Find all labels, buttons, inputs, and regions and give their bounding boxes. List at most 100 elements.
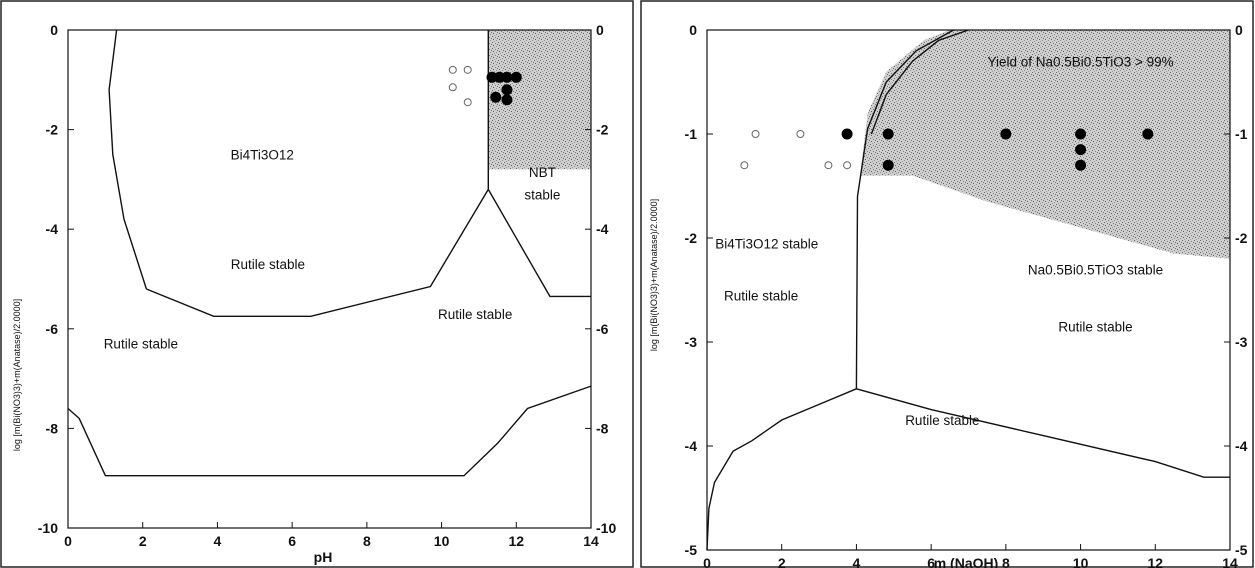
- chart-left-filled-point: [501, 94, 513, 106]
- chart-right-y-ticks-left: 0 -1 -2 -3 -4 -5: [685, 22, 713, 558]
- chart-right-y-tick-label-right: 0: [1235, 22, 1243, 38]
- chart-left-boundaries: [67, 29, 592, 477]
- chart-right-filled-point: [1142, 128, 1154, 140]
- chart-right-x-tick-label: 0: [703, 555, 711, 568]
- right-panel-frame: [640, 0, 1254, 568]
- chart-left-open-point: [463, 65, 472, 74]
- chart-right-region-label: Rutile stable: [905, 413, 979, 428]
- chart-right-filled-point: [1075, 128, 1087, 140]
- chart-left-points: [448, 65, 522, 107]
- chart-left-region-label: Bi4Ti3O12: [231, 147, 294, 162]
- chart-left-shaded-region: [488, 30, 591, 170]
- chart-right-y-tick-label-left: -3: [685, 334, 698, 350]
- chart-left-boundary-line: [67, 385, 592, 477]
- chart-right-x-tick-label: 4: [853, 555, 861, 568]
- chart-left-y-tick-label-left: -6: [46, 321, 59, 337]
- chart-right-y-tick-label-left: -5: [685, 542, 698, 558]
- chart-right-points: [740, 128, 1154, 171]
- chart-right-open-point: [824, 161, 833, 170]
- chart-left-y-axis-label: log [m(Bi(NO3)3)+m(Anatase)/2.0000]: [12, 299, 22, 451]
- chart-left-y-ticks-left: 0 -2 -4 -6 -8 -10: [38, 22, 74, 536]
- chart-right-filled-point: [1075, 159, 1087, 171]
- chart-left-open-point: [448, 65, 457, 74]
- chart-right-open-point: [843, 161, 852, 170]
- chart-left-y-tick-label-right: 0: [596, 22, 604, 38]
- chart-right-y-tick-label-right: -3: [1235, 334, 1248, 350]
- chart-right-open-point: [751, 130, 760, 138]
- chart-left-x-tick-label: 6: [288, 533, 296, 549]
- chart-right-open-point: [740, 161, 749, 170]
- chart-right-y-tick-label-left: -2: [685, 230, 698, 246]
- chart-left-open-point: [463, 98, 472, 107]
- chart-left-annotations: Bi4Ti3O12 NBT stable Rutile stable Rutile st…: [104, 147, 561, 351]
- chart-left-y-tick-label-left: 0: [50, 22, 58, 38]
- chart-left-x-tick-label: 10: [434, 533, 450, 549]
- chart-right-region-label: Na0.5Bi0.5TiO3 stable: [1028, 262, 1163, 277]
- chart-right-shaded-regions: [860, 30, 1230, 259]
- chart-right-x-tick-label: 6: [927, 555, 935, 568]
- chart-left-y-tick-label-right: -10: [596, 520, 616, 536]
- chart-left-filled-point: [510, 71, 522, 83]
- chart-right-y-tick-label-right: -2: [1235, 230, 1248, 246]
- chart-left-x-tick-label: 0: [64, 533, 72, 549]
- chart-right-y-tick-label-left: -1: [685, 126, 698, 142]
- chart-right-y-tick-label-left: 0: [689, 22, 697, 38]
- chart-left-region-label: NBT: [529, 165, 556, 180]
- chart-left-x-tick-label: 14: [583, 533, 599, 549]
- chart-right-annotations: Yield of Na0.5Bi0.5TiO3 > 99% Bi4Ti3O12 s…: [715, 54, 1173, 428]
- chart-right-region-label: Yield of Na0.5Bi0.5TiO3 > 99%: [987, 54, 1173, 69]
- chart-left-shaded-regions: [488, 30, 591, 170]
- chart-left-y-tick-label-right: -2: [596, 122, 609, 138]
- chart-left-plot-frame: [67, 29, 592, 529]
- chart-right-shaded-region: [860, 30, 1230, 259]
- chart-right-boundaries: [706, 29, 1230, 551]
- chart-left-boundary-line: [146, 189, 489, 317]
- chart-left-y-tick-label-left: -8: [46, 420, 59, 436]
- chart-right-boundary-line: [870, 29, 969, 135]
- chart-left-ph: 0 2 4 6 8 10 12 14 0 -2 -4 -6 -8 -10 0 -2 -4 -6 -8 -10 Bi…: [12, 22, 616, 565]
- chart-left-filled-point: [490, 91, 502, 103]
- chart-left-x-tick-label: 8: [363, 533, 371, 549]
- chart-left-region-label: Rutile stable: [104, 337, 178, 352]
- chart-right-y-tick-label-right: -4: [1235, 438, 1248, 454]
- chart-left-y-ticks-right: 0 -2 -4 -6 -8 -10: [585, 22, 616, 536]
- chart-right-x-tick-label: 10: [1073, 555, 1089, 568]
- chart-left-region-label: Rutile stable: [438, 307, 512, 322]
- chart-left-boundary-line: [487, 189, 591, 298]
- chart-left-x-tick-label: 2: [139, 533, 147, 549]
- chart-left-boundary-line: [108, 29, 148, 290]
- chart-left-y-tick-label-right: -6: [596, 321, 609, 337]
- chart-right-region-label: Rutile stable: [1058, 320, 1132, 335]
- chart-left-x-tick-label: 4: [214, 533, 222, 549]
- chart-left-open-point: [448, 83, 457, 92]
- chart-right-y-tick-label-right: -5: [1235, 542, 1248, 558]
- chart-right-filled-point: [1000, 128, 1012, 140]
- chart-right-y-axis-label: log [m(Bi(NO3)3)+m(Anatase)/2.0000]: [649, 199, 659, 351]
- chart-right-naoh: 0 2 4 6 8 10 12 14 0 -1 -2 -3 -4 -5 0 -1 -2 -3 -4 -5 Yiel…: [649, 22, 1248, 568]
- chart-left-y-tick-label-right: -8: [596, 420, 609, 436]
- chart-right-boundary-line: [706, 388, 857, 551]
- chart-right-region-label: Bi4Ti3O12 stable: [715, 236, 818, 251]
- chart-right-x-tick-label: 14: [1222, 555, 1238, 568]
- chart-left-region-label: stable: [524, 187, 560, 202]
- chart-left-region-label: Rutile stable: [231, 257, 305, 272]
- chart-right-boundary-line: [855, 29, 954, 389]
- chart-left-y-tick-label-left: -4: [46, 221, 59, 237]
- chart-left-x-axis-label: pH: [314, 549, 333, 565]
- chart-right-x-ticks: 0 2 4 6 8 10 12 14: [703, 544, 1238, 568]
- chart-right-region-label: Rutile stable: [724, 288, 798, 303]
- chart-right-y-tick-label-left: -4: [685, 438, 698, 454]
- chart-left-filled-point: [501, 71, 513, 83]
- chart-right-boundary-line: [856, 388, 1230, 478]
- chart-left-y-tick-label-right: -4: [596, 221, 609, 237]
- chart-right-filled-point: [882, 128, 894, 140]
- chart-right-filled-point: [882, 159, 894, 171]
- chart-right-open-point: [796, 130, 805, 138]
- chart-right-y-tick-label-right: -1: [1235, 126, 1248, 142]
- chart-right-filled-point: [1075, 144, 1087, 156]
- chart-right-filled-point: [841, 128, 853, 140]
- chart-right-x-tick-label: 2: [778, 555, 786, 568]
- chart-left-y-tick-label-left: -2: [46, 122, 59, 138]
- chart-right-x-tick-label: 12: [1147, 555, 1163, 568]
